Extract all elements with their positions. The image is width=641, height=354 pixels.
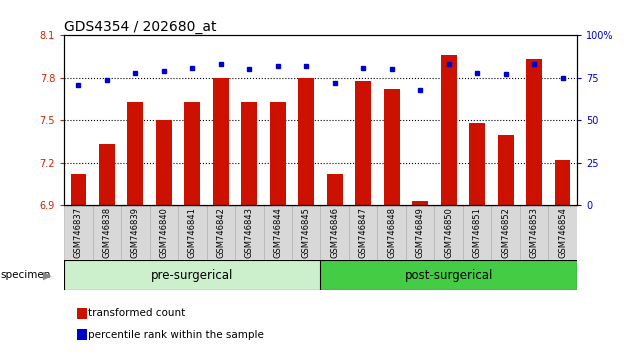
Text: GSM746844: GSM746844 (273, 207, 282, 258)
Bar (549, 205, 577, 260)
Text: GSM746850: GSM746850 (444, 207, 453, 258)
Bar (128, 102, 143, 205)
Text: specimen: specimen (1, 270, 51, 280)
Bar (178, 205, 206, 260)
Bar (412, 201, 428, 205)
Text: GSM746840: GSM746840 (160, 207, 169, 258)
Text: GSM746839: GSM746839 (131, 207, 140, 258)
Text: pre-surgerical: pre-surgerical (151, 269, 233, 282)
Bar (185, 102, 200, 205)
Bar (235, 205, 263, 260)
Bar (320, 260, 577, 290)
Text: GSM746842: GSM746842 (216, 207, 225, 258)
Text: GDS4354 / 202680_at: GDS4354 / 202680_at (64, 21, 217, 34)
Text: GSM746846: GSM746846 (330, 207, 339, 258)
Bar (121, 205, 149, 260)
Bar (469, 123, 485, 205)
Bar (64, 260, 321, 290)
Text: GSM746841: GSM746841 (188, 207, 197, 258)
Bar (213, 78, 229, 205)
Bar (149, 205, 178, 260)
Bar (384, 89, 399, 205)
Text: GSM746843: GSM746843 (245, 207, 254, 258)
Bar (270, 102, 286, 205)
Text: GSM746851: GSM746851 (472, 207, 481, 258)
Bar (520, 205, 549, 260)
Text: post-surgerical: post-surgerical (404, 269, 493, 282)
Bar (355, 81, 371, 205)
Bar (492, 205, 520, 260)
Bar (71, 174, 86, 205)
Bar (320, 205, 349, 260)
Bar (292, 205, 320, 260)
Text: GSM746848: GSM746848 (387, 207, 396, 258)
Text: GSM746849: GSM746849 (416, 207, 425, 258)
Text: GSM746854: GSM746854 (558, 207, 567, 258)
Bar (156, 120, 172, 205)
Bar (498, 135, 513, 205)
Text: GSM746847: GSM746847 (359, 207, 368, 258)
Bar (378, 205, 406, 260)
Bar (242, 102, 257, 205)
Bar (406, 205, 435, 260)
Bar (349, 205, 378, 260)
Text: ▶: ▶ (43, 270, 51, 280)
Bar (299, 78, 314, 205)
Bar (435, 205, 463, 260)
Bar (327, 174, 342, 205)
Bar (99, 144, 115, 205)
Bar (64, 205, 92, 260)
Bar (263, 205, 292, 260)
Bar (526, 59, 542, 205)
Text: percentile rank within the sample: percentile rank within the sample (88, 330, 264, 339)
Bar (441, 55, 456, 205)
Bar (555, 160, 570, 205)
Text: GSM746845: GSM746845 (302, 207, 311, 258)
Text: GSM746852: GSM746852 (501, 207, 510, 258)
Text: GSM746853: GSM746853 (529, 207, 538, 258)
Text: GSM746838: GSM746838 (103, 207, 112, 258)
Bar (206, 205, 235, 260)
Text: transformed count: transformed count (88, 308, 185, 318)
Text: GSM746837: GSM746837 (74, 207, 83, 258)
Bar (92, 205, 121, 260)
Bar (463, 205, 492, 260)
